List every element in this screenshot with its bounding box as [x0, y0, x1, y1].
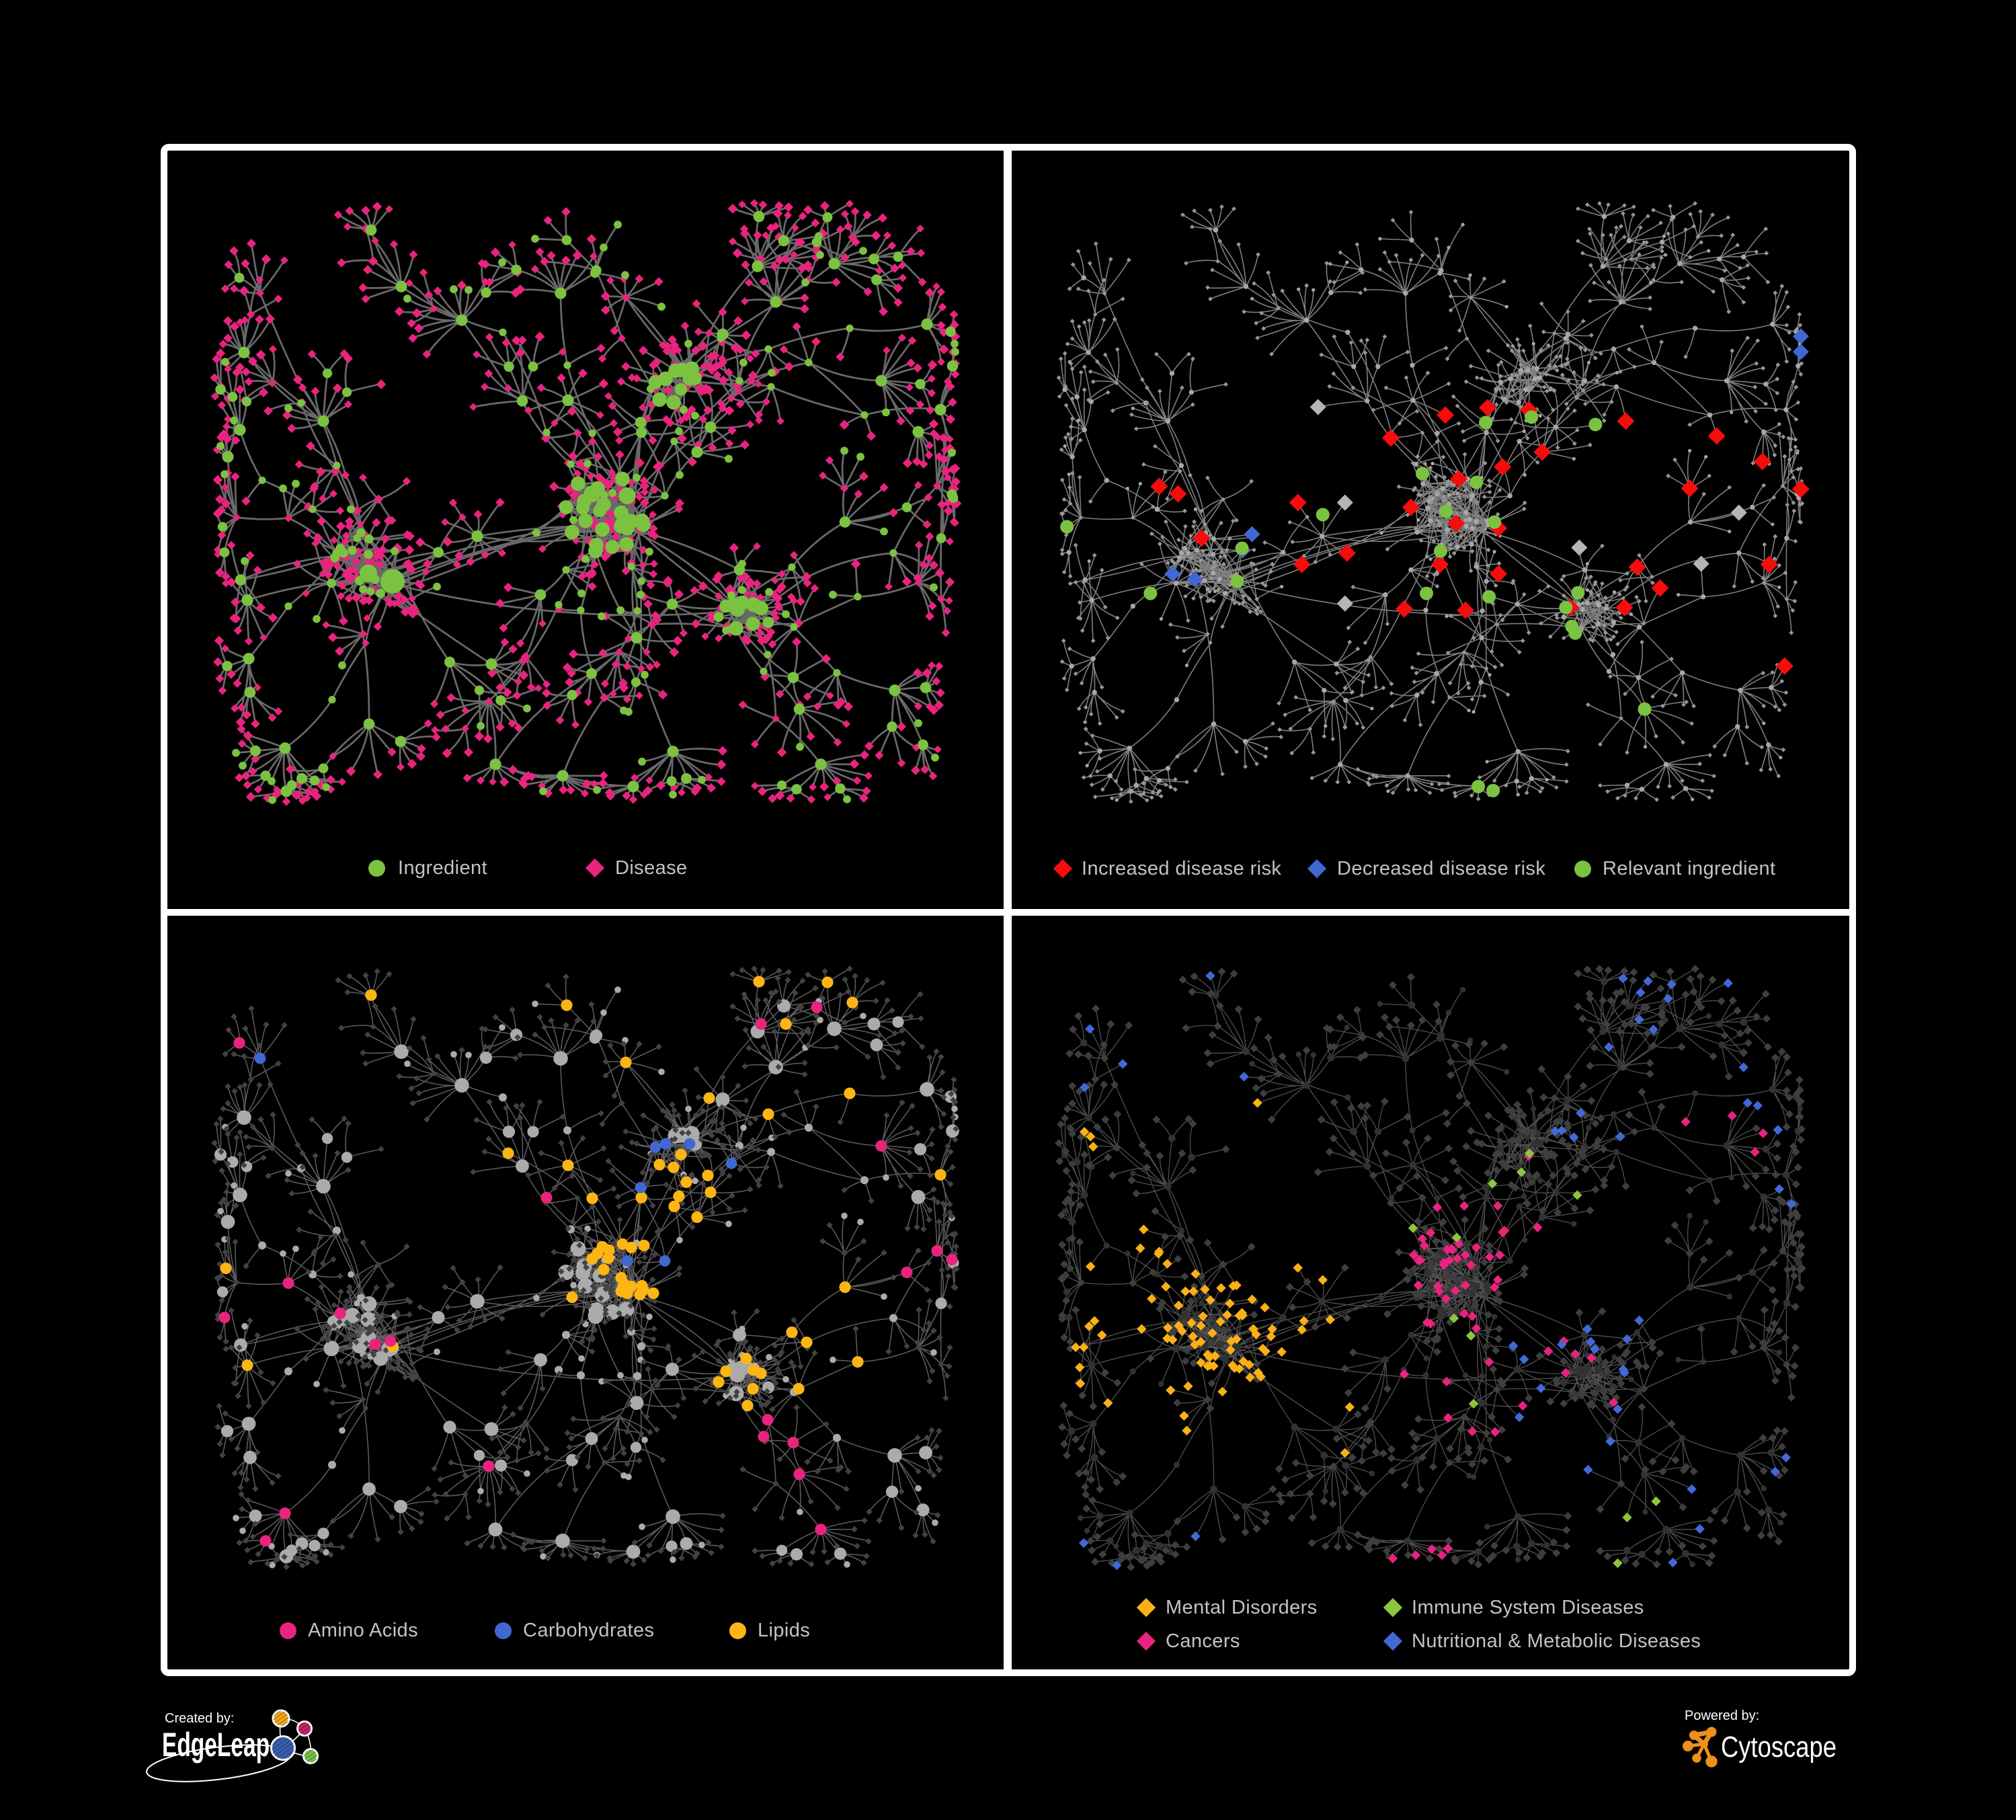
svg-text:Cytoscape: Cytoscape: [1721, 1731, 1837, 1764]
